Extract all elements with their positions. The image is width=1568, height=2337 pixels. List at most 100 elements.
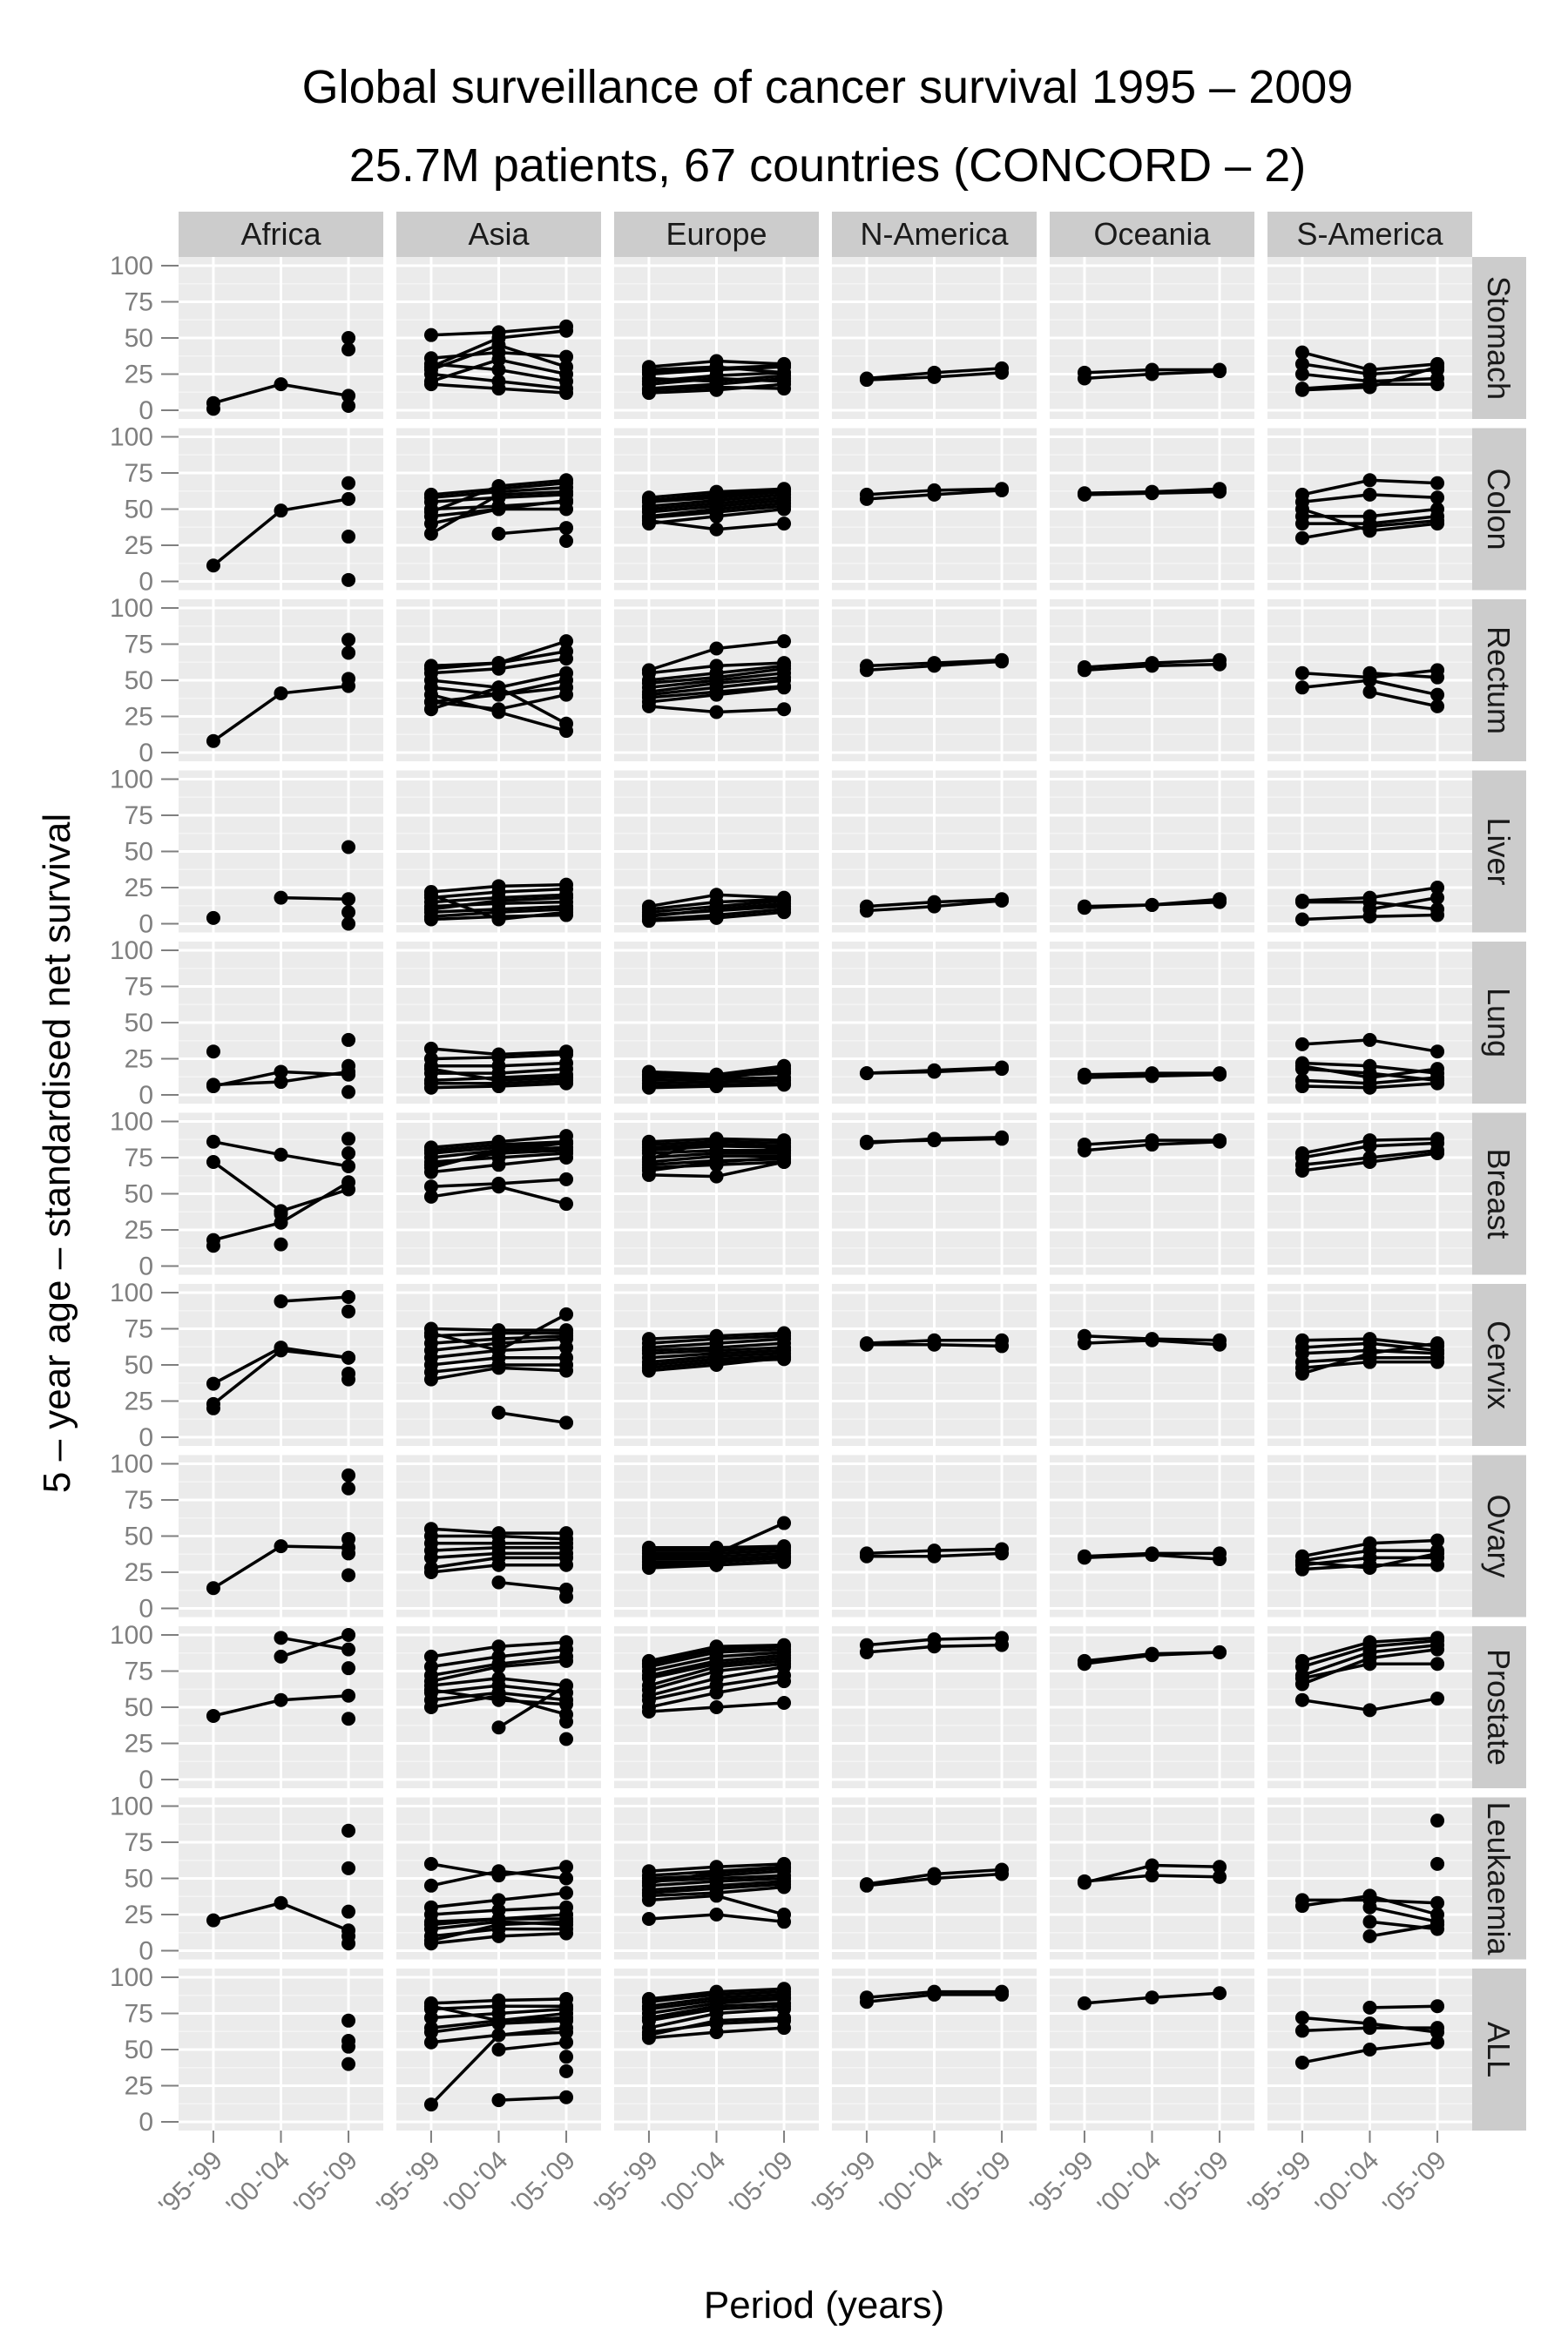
data-point — [559, 890, 574, 905]
series-segment — [1369, 1636, 1438, 1645]
series-segment — [1369, 2004, 1438, 2009]
series-segment — [430, 1556, 499, 1570]
data-point — [641, 1363, 656, 1378]
facet-strip-oceania — [1050, 212, 1254, 257]
data-point — [341, 1712, 356, 1726]
data-point — [491, 1928, 506, 1943]
series-segment — [498, 2019, 567, 2025]
series-segment — [648, 504, 717, 514]
data-point — [1430, 1814, 1445, 1828]
series-segment — [1301, 507, 1371, 533]
series-segment — [430, 1527, 499, 1535]
series-4 — [341, 342, 356, 357]
data-point — [709, 903, 724, 918]
panel-breast-asia — [396, 1112, 601, 1275]
data-point — [1213, 1986, 1227, 2001]
data-point — [1077, 1874, 1092, 1888]
series-segment — [497, 1684, 567, 1729]
series-segment — [716, 1341, 785, 1349]
y-tick-label: 100 — [110, 423, 153, 452]
facet-row-label: Colon — [1481, 468, 1517, 550]
y-tick-label: 75 — [125, 1315, 153, 1344]
series-segment — [716, 910, 785, 920]
panel-rectum-n-america — [832, 599, 1037, 761]
data-point — [423, 1700, 438, 1714]
series-segment — [498, 478, 567, 488]
panel-prostate-europe — [614, 1626, 819, 1788]
series-segment — [430, 343, 500, 372]
series-segment — [716, 671, 785, 682]
series-segment — [648, 679, 717, 690]
series-segment — [498, 657, 567, 671]
data-point — [491, 1659, 506, 1674]
data-point — [491, 526, 506, 541]
data-point — [1294, 1671, 1309, 1685]
series-3 — [1362, 685, 1445, 713]
data-point — [1213, 1869, 1227, 1884]
data-point — [777, 2013, 792, 2028]
series-segment — [498, 1067, 567, 1075]
series-segment — [1084, 1996, 1152, 2005]
series-segment — [430, 1148, 499, 1159]
data-point — [1362, 902, 1377, 916]
data-point — [709, 705, 724, 719]
data-point — [341, 388, 356, 403]
series-segment — [648, 1351, 717, 1360]
series-segment — [430, 1067, 499, 1083]
y-tick-label: 50 — [125, 1693, 153, 1722]
data-point — [1077, 1067, 1092, 1082]
data-point — [341, 342, 356, 357]
series-segment — [498, 2096, 567, 2102]
data-point — [1145, 656, 1159, 671]
series-3 — [341, 530, 356, 544]
series-segment — [498, 380, 567, 390]
data-point — [1430, 1546, 1445, 1561]
series-segment — [1369, 1152, 1438, 1164]
data-point — [709, 1865, 724, 1880]
series-segment — [934, 367, 1003, 375]
series-7 — [423, 377, 574, 401]
data-point — [491, 331, 506, 345]
series-segment — [1369, 1141, 1438, 1148]
series-5 — [1294, 1076, 1445, 1095]
data-point — [1077, 1657, 1092, 1672]
data-point — [423, 888, 438, 902]
series-1 — [206, 491, 356, 573]
series-segment — [498, 493, 567, 499]
series-segment — [212, 1160, 282, 1212]
series-segment — [866, 1638, 935, 1647]
data-point — [859, 659, 874, 673]
series-segment — [1301, 382, 1370, 390]
data-point — [341, 632, 356, 647]
series-4 — [1294, 1146, 1445, 1178]
series-1 — [206, 1044, 220, 1059]
series-segment — [498, 1078, 567, 1085]
series-2 — [274, 1631, 356, 1657]
data-point — [641, 1893, 656, 1908]
data-point — [274, 1237, 288, 1252]
series-segment — [648, 1993, 717, 2003]
series-segment — [1301, 671, 1370, 679]
data-point — [927, 1063, 942, 1077]
data-point — [274, 503, 288, 518]
data-point — [274, 377, 288, 392]
series-segment — [498, 1134, 567, 1144]
series-segment — [498, 1141, 567, 1152]
data-point — [423, 912, 438, 927]
series-segment — [648, 1551, 717, 1560]
data-point — [559, 534, 574, 549]
series-segment — [715, 1521, 785, 1556]
series-8 — [491, 521, 574, 541]
series-1 — [423, 1635, 574, 1664]
data-point — [927, 1984, 942, 1999]
series-segment — [280, 1348, 349, 1360]
panel-lung-oceania — [1050, 942, 1254, 1104]
data-point — [1362, 523, 1377, 538]
data-point — [559, 323, 574, 338]
series-segment — [430, 666, 499, 675]
data-point — [1430, 1657, 1445, 1672]
data-point — [491, 1158, 506, 1172]
series-segment — [648, 496, 717, 503]
data-point — [491, 1911, 506, 1926]
data-point — [709, 1685, 724, 1700]
